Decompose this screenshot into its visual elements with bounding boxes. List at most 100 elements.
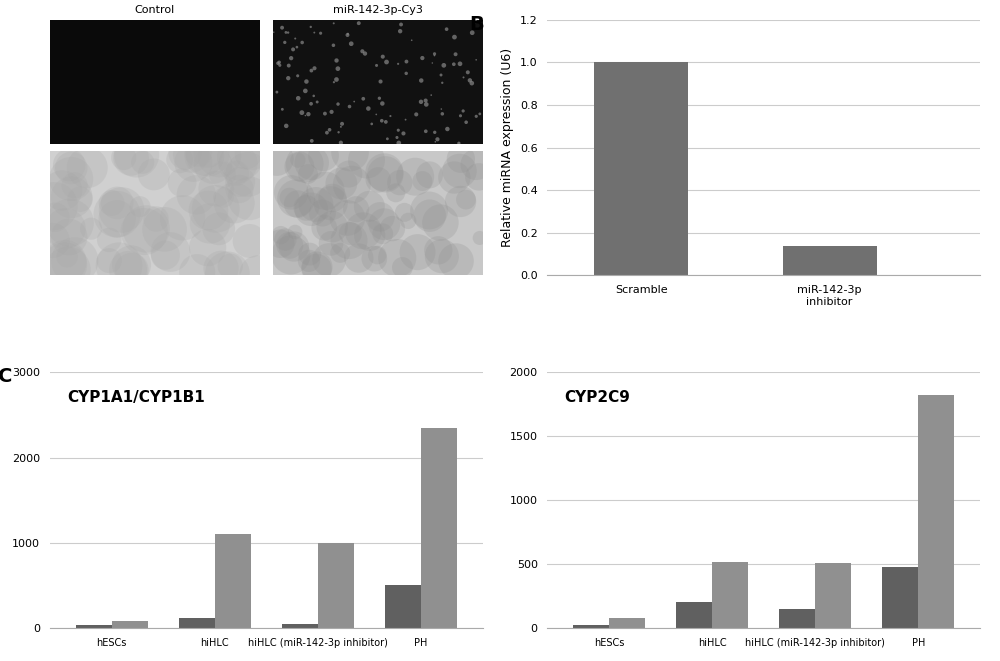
Point	[272, 60, 288, 71]
Point	[453, 153, 469, 164]
Point	[410, 247, 426, 257]
Point	[208, 204, 224, 214]
Point	[104, 198, 120, 208]
Point	[362, 230, 378, 241]
Point	[219, 268, 235, 279]
Bar	[215, 534, 251, 628]
Point	[379, 134, 395, 144]
Point	[427, 48, 443, 59]
Point	[114, 205, 130, 215]
Point	[384, 223, 400, 234]
Point	[47, 212, 63, 223]
Point	[434, 77, 450, 88]
Point	[329, 56, 345, 66]
Bar	[385, 586, 421, 628]
Point	[323, 198, 339, 208]
Point	[174, 178, 190, 188]
Point	[396, 207, 412, 217]
Point	[326, 18, 342, 28]
Point	[404, 35, 420, 46]
Point	[309, 264, 325, 274]
Point	[63, 163, 79, 173]
Bar	[609, 618, 645, 628]
Point	[57, 223, 73, 234]
Point	[60, 264, 76, 275]
Point	[427, 137, 443, 147]
Point	[135, 157, 151, 168]
Point	[200, 243, 216, 253]
Point	[282, 240, 298, 251]
Point	[332, 248, 348, 258]
Point	[111, 260, 127, 271]
Point	[322, 124, 338, 135]
Point	[303, 22, 319, 32]
Point	[452, 59, 468, 69]
Point	[400, 215, 416, 226]
Point	[468, 55, 484, 65]
Point	[324, 192, 340, 203]
Point	[196, 151, 212, 161]
Point	[283, 250, 299, 260]
Point	[398, 114, 414, 125]
Point	[414, 176, 430, 186]
Point	[211, 223, 227, 234]
Point	[458, 117, 474, 128]
Point	[232, 184, 248, 194]
Bar	[421, 428, 457, 628]
Bar	[815, 563, 851, 628]
Point	[394, 262, 410, 273]
Point	[398, 56, 414, 67]
Point	[377, 169, 393, 180]
Point	[213, 263, 229, 274]
Point	[67, 180, 83, 190]
Point	[283, 187, 299, 198]
Point	[430, 245, 446, 256]
Point	[274, 22, 290, 33]
Bar	[76, 625, 112, 628]
Point	[373, 76, 389, 87]
Point	[269, 87, 285, 97]
Point	[464, 78, 480, 89]
Point	[433, 69, 449, 80]
Bar	[712, 561, 748, 628]
Bar	[779, 609, 815, 628]
Point	[304, 136, 320, 146]
Point	[290, 93, 306, 104]
Point	[392, 26, 408, 36]
Point	[407, 171, 423, 182]
Point	[453, 196, 469, 207]
Point	[300, 109, 316, 120]
Point	[395, 128, 411, 139]
Point	[390, 125, 406, 136]
Text: CYP1A1/CYP1B1: CYP1A1/CYP1B1	[67, 391, 205, 405]
Point	[330, 98, 346, 109]
Point	[188, 190, 204, 200]
Point	[361, 201, 377, 212]
Point	[378, 116, 394, 127]
Point	[303, 98, 319, 109]
Point	[471, 172, 487, 182]
Point	[389, 253, 405, 263]
Point	[138, 223, 154, 234]
Point	[324, 221, 340, 232]
Point	[277, 234, 293, 245]
Point	[422, 210, 438, 221]
Point	[451, 138, 467, 149]
Point	[309, 262, 325, 272]
Point	[280, 73, 296, 83]
Point	[460, 67, 476, 77]
Point	[297, 159, 313, 169]
Point	[369, 250, 385, 260]
Point	[342, 228, 358, 239]
Point	[372, 212, 388, 222]
Point	[67, 256, 83, 266]
Point	[287, 33, 303, 44]
Point	[398, 68, 414, 79]
Point	[57, 256, 73, 267]
Point	[360, 103, 376, 114]
Point	[285, 44, 301, 55]
Point	[439, 24, 455, 34]
Point	[351, 18, 367, 28]
Point	[434, 251, 450, 262]
Point	[301, 256, 317, 266]
